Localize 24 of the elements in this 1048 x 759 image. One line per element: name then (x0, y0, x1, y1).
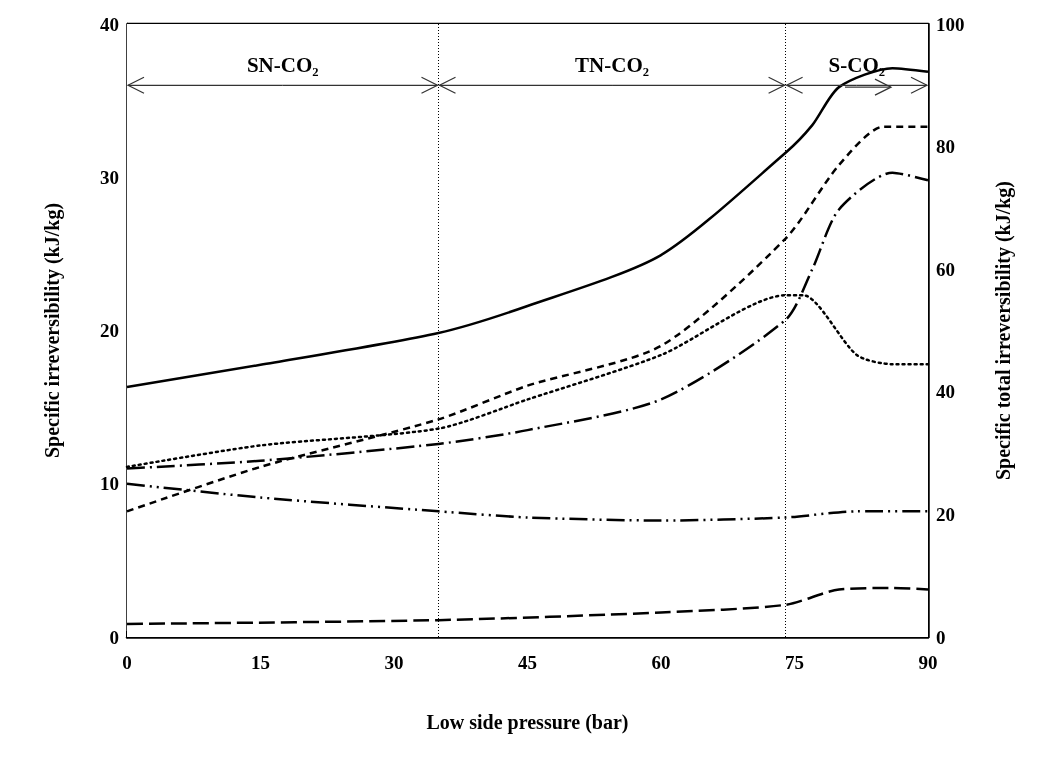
y-tick-label: 20 (100, 320, 119, 341)
band-label: S-CO₂ (828, 52, 886, 77)
x-tick-label: 45 (518, 652, 537, 673)
y2-tick-label: 60 (936, 258, 955, 280)
y-tick-label: 0 (109, 626, 119, 648)
y2-tick-label: 100 (936, 13, 965, 35)
x-tick-label: 30 (384, 652, 404, 673)
y2-axis-title: Specific total irreversibility (kJ/kg) (992, 180, 1015, 481)
x-tick-label: 60 (651, 652, 671, 673)
x-tick-label: 75 (785, 652, 804, 673)
y-tick-label: 10 (100, 473, 119, 495)
y2-tick-label: 40 (936, 381, 955, 403)
x-tick-label: 15 (251, 652, 270, 673)
y-axis-title: Specific irreversibility (kJ/kg) (41, 202, 64, 459)
x-axis-title: Low side pressure (bar) (426, 711, 629, 734)
y-tick-label: 30 (100, 166, 119, 188)
x-tick-label: 90 (918, 652, 938, 673)
band-label: TN-CO₂ (575, 52, 650, 77)
band-label: SN-CO₂ (246, 52, 319, 77)
y2-tick-label: 80 (936, 136, 955, 158)
y2-tick-label: 0 (936, 626, 946, 648)
x-tick-label: 0 (122, 652, 132, 673)
y-tick-label: 40 (100, 13, 119, 35)
y2-tick-label: 20 (936, 503, 955, 525)
